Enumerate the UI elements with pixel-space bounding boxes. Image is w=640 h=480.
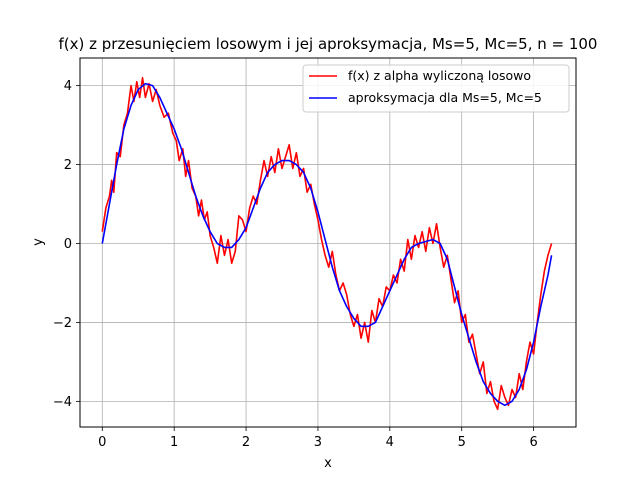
y-tick-label: −4: [53, 395, 72, 410]
y-tick-label: 4: [64, 79, 72, 94]
x-tick-label: 2: [242, 435, 250, 450]
y-axis-label: y: [31, 238, 46, 246]
y-tick-label: 2: [64, 158, 72, 173]
series-layer: [101, 76, 553, 411]
legend-box: [302, 64, 570, 113]
plot-frame: [79, 57, 577, 428]
series-line-1: [101, 82, 553, 407]
x-tick-label: 0: [98, 435, 106, 450]
x-tick-label: 1: [170, 435, 178, 450]
x-tick-label: 5: [458, 435, 466, 450]
x-axis-label: x: [324, 456, 332, 471]
x-tick-label: 3: [314, 435, 322, 450]
legend: f(x) z alpha wyliczoną losowo aproksymac…: [302, 64, 570, 113]
chart-title: f(x) z przesunięciem losowym i jej aprok…: [59, 35, 598, 53]
y-tick-label: −2: [53, 316, 72, 331]
legend-label-f: f(x) z alpha wyliczoną losowo: [348, 68, 531, 83]
grid: [80, 58, 576, 427]
series-line-0: [101, 76, 553, 411]
x-tick-label: 6: [529, 435, 537, 450]
legend-label-approx: aproksymacja dla Ms=5, Mc=5: [348, 90, 542, 105]
x-tick-label: 4: [386, 435, 394, 450]
axis-ticks: 0 1 2 3 4 5 6 −4 −2 0 2 4: [53, 79, 538, 450]
y-tick-label: 0: [64, 237, 72, 252]
